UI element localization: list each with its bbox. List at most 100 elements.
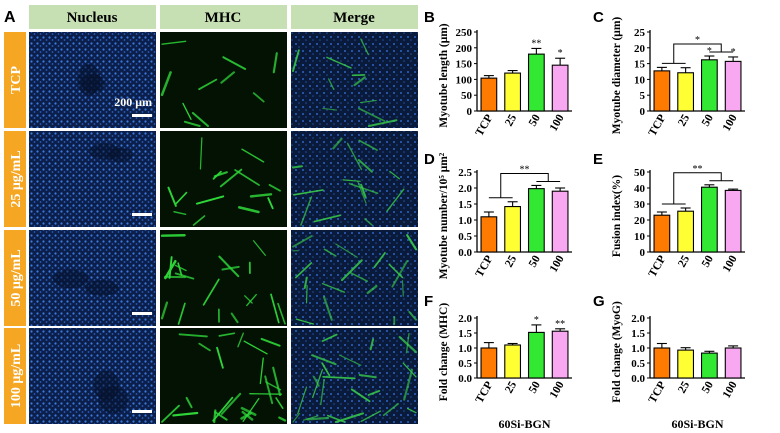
merge-myotube-fiber xyxy=(360,38,369,56)
y-tick-label: 15 xyxy=(634,59,646,71)
merge-myotube-fiber xyxy=(359,99,377,104)
y-tick-label: 0 xyxy=(640,106,646,118)
mhc-myotube-fiber xyxy=(249,193,273,198)
y-axis-label: Myotube diameter (μm) xyxy=(611,17,623,135)
y-axis-label: Myotube length (μm) xyxy=(438,23,450,127)
y-axis-label: Fusion index(%) xyxy=(611,175,623,257)
x-tick-label: 50 xyxy=(527,379,543,395)
merge-myotube-fiber xyxy=(302,415,319,421)
y-tick-label: 250 xyxy=(456,27,473,39)
x-axis-label: 60Si-BGN xyxy=(498,417,550,431)
mhc-myotube-fiber xyxy=(178,333,208,338)
merge-myotube-fiber xyxy=(303,276,308,289)
y-tick-label: 0.5 xyxy=(458,231,472,243)
mhc-myotube-fiber xyxy=(177,302,186,325)
mhc-myotube-fiber xyxy=(270,293,280,324)
bar xyxy=(653,347,671,379)
merge-myotube-fiber xyxy=(369,338,375,351)
bar xyxy=(504,72,522,112)
comparison-bracket xyxy=(673,172,722,204)
x-tick-label: 100 xyxy=(721,253,740,274)
merge-myotube-fiber xyxy=(334,412,364,424)
y-axis-label: Fold change (MHC) xyxy=(438,303,450,402)
mhc-myotube-fiber xyxy=(160,301,169,320)
nucleus-dark-region xyxy=(89,143,121,160)
merge-myotube-fiber xyxy=(292,412,301,423)
mhc-myotube-fiber xyxy=(216,346,224,369)
bar xyxy=(724,60,742,112)
merge-myotube-fiber xyxy=(367,119,398,127)
bar xyxy=(504,206,522,253)
y-tick-label: 2.0 xyxy=(458,313,472,325)
scale-bar xyxy=(132,312,152,315)
merge-myotube-fiber xyxy=(300,196,313,226)
y-tick-label: 1.0 xyxy=(458,215,472,227)
y-tick-label: 0.0 xyxy=(458,373,472,385)
mhc-myotube-fiber xyxy=(272,366,282,397)
bar xyxy=(677,349,695,379)
header-mhc: MHC xyxy=(205,10,242,26)
y-tick-label: 50 xyxy=(461,90,473,102)
y-tick-label: 1.5 xyxy=(458,328,472,340)
mhc-myotube-fiber xyxy=(214,411,228,421)
merge-myotube-fiber xyxy=(403,368,414,401)
significance-marker: ** xyxy=(555,319,565,330)
row-label: 50 μg/mL xyxy=(9,249,24,306)
merge-myotube-fiber xyxy=(306,416,330,421)
y-tick-label: 100 xyxy=(456,74,473,86)
mhc-myotube-fiber xyxy=(195,195,225,205)
bracket-significance: ** xyxy=(693,164,703,175)
x-tick-label: TCP xyxy=(647,380,669,406)
bar xyxy=(700,352,718,379)
x-tick-label: TCP xyxy=(474,380,496,406)
mhc-myotube-fiber xyxy=(172,411,199,417)
bar xyxy=(724,189,742,253)
y-tick-label: 2.5 xyxy=(458,167,472,179)
nucleus-image xyxy=(29,230,156,326)
header-merge-bg xyxy=(291,5,418,29)
chart-e: E 0 10 20 30 40 50 Fusion index(%) TCP 25 50 100 ** xyxy=(593,151,745,279)
panel-letter: G xyxy=(593,293,605,310)
merge-myotube-fiber xyxy=(312,375,320,387)
x-tick-label: 100 xyxy=(721,112,740,133)
merge-myotube-fiber xyxy=(382,402,399,417)
merge-myotube-fiber xyxy=(297,386,308,415)
mhc-myotube-fiber xyxy=(272,52,278,74)
mhc-myotube-fiber xyxy=(218,332,235,337)
y-tick-label: 1.0 xyxy=(458,343,472,355)
merge-myotube-fiber xyxy=(311,354,337,366)
mhc-myotube-fiber xyxy=(259,357,264,385)
mhc-myotube-fiber xyxy=(198,78,218,91)
merge-myotube-fiber xyxy=(406,234,418,251)
mhc-myotube-fiber xyxy=(238,206,260,214)
merge-myotube-fiber xyxy=(360,183,367,198)
panel-letter: B xyxy=(424,9,435,26)
y-tick-label: 1.0 xyxy=(631,343,645,355)
mhc-myotube-fiber xyxy=(185,396,193,409)
merge-myotube-fiber xyxy=(323,248,337,257)
mhc-myotube-fiber xyxy=(177,262,183,276)
mhc-myotube-fiber xyxy=(161,40,187,45)
merge-myotube-fiber xyxy=(321,282,346,293)
panel-letter: E xyxy=(593,151,603,168)
merge-myotube-fiber xyxy=(346,142,363,171)
x-tick-label: 25 xyxy=(503,112,519,128)
merge-myotube-fiber xyxy=(358,373,377,379)
mhc-myotube-fiber xyxy=(234,169,260,186)
mhc-myotube-fiber xyxy=(174,264,187,272)
mhc-myotube-fiber xyxy=(237,332,244,348)
y-tick-label: 5 xyxy=(640,90,646,102)
merge-myotube-fiber xyxy=(293,189,324,196)
x-tick-label: 100 xyxy=(548,379,567,400)
y-tick-label: 150 xyxy=(456,59,473,71)
comparison-bracket xyxy=(673,43,722,64)
mhc-myotube-fiber xyxy=(267,197,274,210)
bar xyxy=(551,330,569,379)
x-tick-label: TCP xyxy=(474,254,496,280)
mhc-myotube-fiber xyxy=(202,278,220,306)
mhc-myotube-fiber xyxy=(174,272,195,280)
x-tick-label: 25 xyxy=(503,253,519,269)
header-mhc-bg xyxy=(160,5,287,29)
x-tick-label: 50 xyxy=(700,112,716,128)
